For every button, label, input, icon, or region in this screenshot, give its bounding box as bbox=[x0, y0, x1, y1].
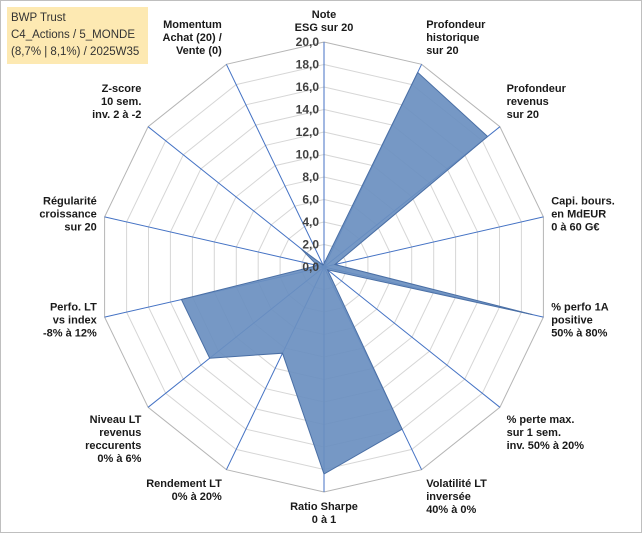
axis-label: Rendement LT 0% à 20% bbox=[146, 478, 222, 503]
axis-label: Niveau LT revenus reccurents 0% à 6% bbox=[85, 414, 142, 465]
axis-spoke bbox=[147, 126, 325, 268]
header-line-1: BWP Trust bbox=[11, 12, 66, 24]
axis-label: Perfo. LT vs index -8% à 12% bbox=[43, 302, 98, 340]
tick-label: 10,0 bbox=[296, 148, 320, 162]
tick-label: 18,0 bbox=[296, 58, 320, 72]
axis-label: % perfo 1A positive 50% à 80% bbox=[551, 302, 609, 340]
tick-label: 14,0 bbox=[296, 103, 320, 117]
axis-label: Capi. bours. en MdEUR 0 à 60 G€ bbox=[551, 195, 615, 233]
header-line-3: (8,7% | 8,1%) / 2025W35 bbox=[11, 46, 140, 58]
axis-label: Profondeur historique sur 20 bbox=[426, 19, 486, 57]
axis-label: % perte max. sur 1 sem. inv. 50% à 20% bbox=[507, 414, 585, 452]
axis-label: Profondeur revenus sur 20 bbox=[507, 83, 567, 121]
axis-spoke bbox=[104, 216, 325, 268]
radar-series bbox=[180, 71, 533, 475]
tick-label: 12,0 bbox=[296, 125, 320, 139]
axis-label: Ratio Sharpe 0 à 1 bbox=[290, 501, 358, 526]
axis-spoke bbox=[225, 64, 325, 268]
axis-labels: Note ESG sur 20 Profondeur historique sur 20… bbox=[39, 9, 614, 526]
tick-label: 6,0 bbox=[302, 193, 319, 207]
axis-spoke bbox=[323, 266, 501, 408]
radial-tick-labels: 0,0 2,0 4,0 6,0 8,0 10,0 12,0 14,0 16,0 18,0 20,0 bbox=[296, 35, 320, 274]
tick-label: 8,0 bbox=[302, 170, 319, 184]
tick-label: 0,0 bbox=[302, 260, 319, 274]
series-area bbox=[180, 71, 533, 475]
axis-label: Régularité croissance sur 20 bbox=[39, 195, 96, 233]
tick-label: 20,0 bbox=[296, 35, 320, 49]
axis-spoke bbox=[323, 216, 544, 268]
tick-label: 16,0 bbox=[296, 80, 320, 94]
axis-label: Z-score 10 sem. inv. 2 à -2 bbox=[92, 83, 141, 121]
tick-label: 4,0 bbox=[302, 215, 319, 229]
axis-label: Momentum Achat (20) / Vente (0) bbox=[163, 19, 223, 57]
header-line-2: C4_Actions / 5_MONDE bbox=[11, 29, 135, 41]
axis-label: Note ESG sur 20 bbox=[295, 9, 354, 34]
tick-label: 2,0 bbox=[302, 238, 319, 252]
chart-header-box: BWP Trust C4_Actions / 5_MONDE (8,7% | 8… bbox=[7, 7, 148, 64]
axis-label: Volatilité LT inversée 40% à 0% bbox=[426, 478, 487, 516]
